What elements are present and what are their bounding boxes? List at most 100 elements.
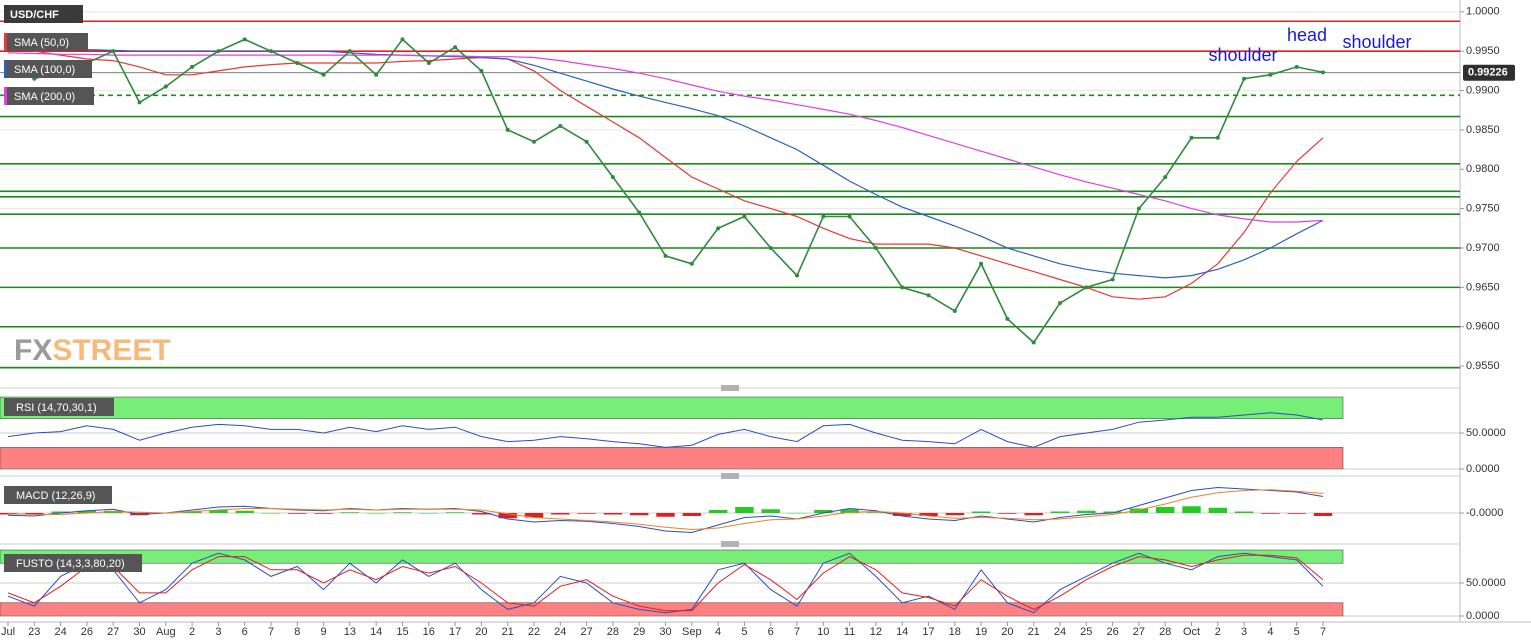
histogram-bar — [1261, 513, 1280, 514]
legend-box[interactable] — [4, 33, 88, 51]
histogram-bar — [708, 510, 728, 513]
indicator-title: MACD (12,26,9) — [16, 490, 95, 502]
x-tick-label: 8 — [294, 626, 300, 638]
x-tick-label: 23 — [28, 626, 40, 638]
histogram-bar — [209, 510, 228, 513]
y-tick-label: 0.9900 — [1466, 84, 1500, 96]
histogram-bar — [603, 513, 623, 515]
y-tick-label: 0.0000 — [1466, 610, 1500, 622]
histogram-bar — [1234, 511, 1254, 513]
histogram-bar — [1024, 513, 1043, 516]
histogram-bar — [393, 512, 412, 513]
price-point — [532, 139, 536, 144]
price-point — [1058, 301, 1062, 306]
price-point — [610, 175, 615, 180]
price-point — [1163, 175, 1168, 180]
resize-handle[interactable] — [721, 385, 739, 547]
price-point — [1189, 135, 1194, 140]
price-point — [269, 49, 273, 54]
price-point — [558, 123, 563, 128]
x-tick-label: 11 — [844, 626, 855, 638]
x-tick-label: 13 — [344, 626, 356, 638]
indicator-line — [7, 489, 1324, 531]
y-tick-label: 50.0000 — [1466, 427, 1506, 439]
legend-label: SMA (100,0) — [14, 64, 75, 76]
price-point — [111, 49, 116, 54]
histogram-bar — [629, 513, 649, 516]
price-point — [663, 253, 668, 258]
histogram-bar — [1313, 513, 1333, 516]
x-tick-label: 5 — [741, 626, 747, 638]
histogram-bar — [551, 513, 570, 515]
x-tick-label: 29 — [633, 626, 645, 638]
y-tick-label: -0.0000 — [1466, 507, 1503, 519]
indicator-title: RSI (14,70,30,1) — [16, 402, 97, 414]
price-point — [505, 127, 510, 132]
histogram-bar — [577, 513, 596, 514]
price-point — [479, 68, 484, 73]
x-tick-label: 30 — [659, 626, 671, 638]
price-point — [768, 246, 773, 251]
price-point — [216, 49, 221, 54]
histogram-bar — [366, 513, 386, 514]
chart-title: USD/CHF — [10, 9, 59, 21]
x-tick-label: 4 — [715, 626, 721, 638]
indicator-line — [7, 552, 1324, 614]
price-point — [453, 45, 458, 50]
price-point — [716, 226, 721, 231]
x-tick-label: 15 — [396, 626, 408, 638]
zone — [0, 447, 1344, 470]
watermark-fx: FX — [14, 334, 52, 367]
x-tick-label: 14 — [370, 626, 382, 638]
histogram-bar — [787, 513, 807, 514]
histogram-bar — [472, 513, 491, 515]
annotation: shoulder — [1208, 45, 1277, 65]
histogram-bar — [182, 511, 202, 513]
histogram-bar — [998, 513, 1017, 514]
price-point — [1268, 72, 1273, 77]
histogram-bar — [77, 510, 97, 513]
x-tick-label: 6 — [242, 626, 248, 638]
price-point — [1215, 135, 1220, 140]
legend-box[interactable] — [4, 87, 94, 105]
x-tick-label: 25 — [1080, 626, 1092, 638]
histogram-bar — [892, 513, 912, 516]
histogram-bar — [761, 509, 780, 513]
last-price-box — [1463, 64, 1515, 81]
price-point — [795, 273, 799, 278]
y-tick-label: 0.9950 — [1466, 45, 1500, 57]
histogram-bar — [1208, 507, 1228, 513]
price-point — [400, 37, 405, 42]
x-tick-label: 7 — [1320, 626, 1326, 638]
legend-box[interactable] — [4, 60, 92, 78]
price-point — [900, 285, 905, 290]
histogram-bar — [1129, 508, 1149, 513]
histogram-bar — [51, 511, 70, 513]
x-tick-label: 7 — [268, 626, 274, 638]
legend-label: SMA (200,0) — [14, 91, 75, 103]
indicator-box[interactable] — [4, 554, 142, 572]
price-point — [1321, 70, 1325, 75]
y-tick-label: 1.0000 — [1466, 6, 1500, 18]
price-point — [1294, 64, 1299, 69]
price-point — [242, 37, 247, 42]
y-tick-label: 0.9600 — [1466, 321, 1500, 333]
indicator-line — [7, 412, 1324, 448]
x-tick-label: 5 — [1294, 626, 1300, 638]
x-tick-label: 18 — [949, 626, 961, 638]
x-tick-label: 26 — [1106, 626, 1118, 638]
price-point — [584, 139, 589, 144]
histogram-bar — [1050, 511, 1070, 513]
last-price-label: 0.99226 — [1468, 67, 1508, 79]
indicator-box[interactable] — [4, 398, 114, 416]
x-tick-label: 26 — [81, 626, 93, 638]
y-tick-label: 0.9750 — [1466, 203, 1500, 215]
sma-line — [7, 42, 1324, 300]
indicator-box[interactable] — [4, 486, 112, 504]
x-tick-label: 24 — [554, 626, 566, 638]
x-tick-label: 16 — [423, 626, 435, 638]
histogram-bar — [419, 513, 439, 514]
sma-line — [7, 52, 1324, 223]
x-tick-label: 28 — [607, 626, 619, 638]
